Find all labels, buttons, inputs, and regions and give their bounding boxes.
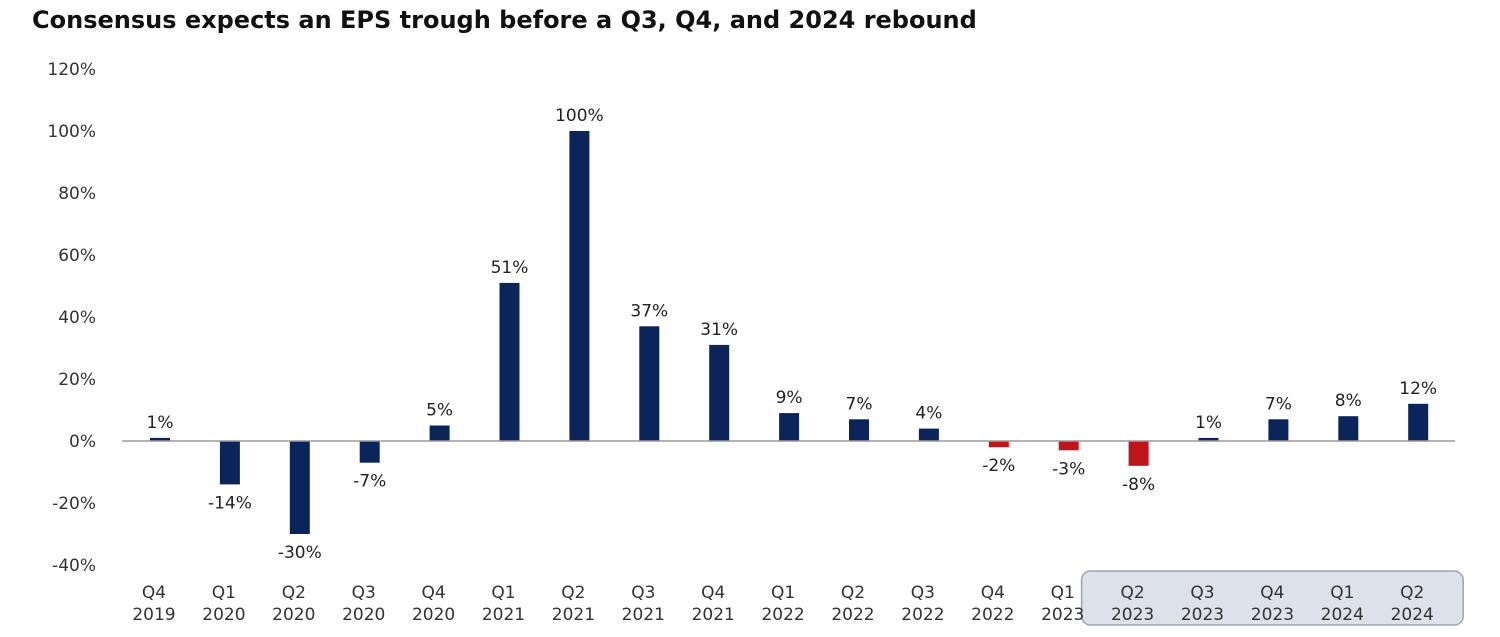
bar bbox=[1338, 416, 1359, 441]
x-tick-label-quarter: Q3 bbox=[352, 583, 376, 603]
y-tick-label: 0% bbox=[69, 432, 96, 452]
bar bbox=[499, 282, 520, 441]
bar bbox=[289, 441, 310, 534]
bar bbox=[918, 428, 939, 441]
x-tick-label-quarter: Q1 bbox=[212, 583, 236, 603]
data-label: -8% bbox=[1122, 475, 1155, 495]
x-tick-label-quarter: Q1 bbox=[491, 583, 515, 603]
x-tick-label-quarter: Q4 bbox=[701, 583, 725, 603]
x-tick-label-year: 2021 bbox=[692, 605, 735, 625]
x-tick-label-year: 2021 bbox=[482, 605, 525, 625]
x-tick-label-year: 2020 bbox=[272, 605, 315, 625]
bar bbox=[219, 441, 240, 485]
x-tick-label-year: 2024 bbox=[1391, 605, 1434, 625]
x-tick-label-year: 2020 bbox=[342, 605, 385, 625]
data-label: 1% bbox=[147, 413, 174, 433]
x-tick-label-quarter: Q4 bbox=[421, 583, 445, 603]
bar bbox=[429, 425, 450, 441]
x-tick-label-quarter: Q4 bbox=[981, 583, 1005, 603]
x-tick-label-year: 2021 bbox=[552, 605, 595, 625]
x-tick-label-quarter: Q3 bbox=[911, 583, 935, 603]
data-label: 12% bbox=[1399, 379, 1437, 399]
data-label: -2% bbox=[982, 456, 1015, 476]
x-tick-label-quarter: Q2 bbox=[1400, 583, 1424, 603]
x-tick-label-quarter: Q4 bbox=[1260, 583, 1284, 603]
data-label: -14% bbox=[208, 493, 252, 513]
data-label: 37% bbox=[630, 301, 668, 321]
x-tick-label-year: 2022 bbox=[971, 605, 1014, 625]
bar bbox=[709, 344, 730, 441]
bar bbox=[779, 413, 800, 441]
chart-title: Consensus expects an EPS trough before a… bbox=[32, 6, 977, 34]
x-tick-label-quarter: Q3 bbox=[631, 583, 655, 603]
bar bbox=[359, 441, 380, 463]
x-tick-label-quarter: Q2 bbox=[282, 583, 306, 603]
x-tick-label-year: 2023 bbox=[1181, 605, 1224, 625]
x-tick-label-year: 2022 bbox=[761, 605, 804, 625]
data-label: 4% bbox=[915, 404, 942, 424]
bar bbox=[1058, 441, 1079, 451]
bar bbox=[1198, 437, 1219, 441]
x-tick-label-year: 2023 bbox=[1111, 605, 1154, 625]
x-tick-label-quarter: Q1 bbox=[771, 583, 795, 603]
data-label: 5% bbox=[426, 401, 453, 421]
data-label: 8% bbox=[1335, 391, 1362, 411]
x-tick-label-year: 2020 bbox=[412, 605, 455, 625]
bar bbox=[1408, 403, 1429, 441]
x-tick-label-quarter: Q3 bbox=[1190, 583, 1214, 603]
data-label: -3% bbox=[1052, 459, 1085, 479]
forecast-highlight-box bbox=[1080, 570, 1464, 626]
y-tick-label: 120% bbox=[47, 60, 96, 80]
bar bbox=[569, 131, 590, 441]
data-label: 7% bbox=[1265, 394, 1292, 414]
y-tick-label: -40% bbox=[52, 556, 96, 576]
y-tick-label: 80% bbox=[58, 184, 96, 204]
x-tick-label-quarter: Q2 bbox=[841, 583, 865, 603]
y-tick-label: 40% bbox=[58, 308, 96, 328]
x-tick-label-quarter: Q1 bbox=[1051, 583, 1075, 603]
y-tick-label: 20% bbox=[58, 370, 96, 390]
data-label: 31% bbox=[700, 320, 738, 340]
data-label: -30% bbox=[278, 543, 322, 563]
bar bbox=[988, 441, 1009, 448]
x-tick-label-year: 2023 bbox=[1041, 605, 1084, 625]
data-label: 7% bbox=[846, 394, 873, 414]
bar bbox=[1128, 441, 1149, 466]
data-label: 51% bbox=[491, 258, 529, 278]
x-tick-label-year: 2024 bbox=[1321, 605, 1364, 625]
y-tick-label: -20% bbox=[52, 494, 96, 514]
y-tick-label: 100% bbox=[47, 122, 96, 142]
data-label: 100% bbox=[555, 106, 604, 126]
x-tick-label-quarter: Q1 bbox=[1330, 583, 1354, 603]
x-tick-label-year: 2020 bbox=[202, 605, 245, 625]
x-tick-label-year: 2019 bbox=[132, 605, 175, 625]
bar bbox=[150, 437, 170, 441]
x-tick-label-quarter: Q2 bbox=[1120, 583, 1144, 603]
y-tick-label: 60% bbox=[58, 246, 96, 266]
x-tick-label-year: 2022 bbox=[901, 605, 944, 625]
x-tick-label-year: 2022 bbox=[831, 605, 874, 625]
x-tick-label-year: 2023 bbox=[1251, 605, 1294, 625]
x-tick-label-year: 2021 bbox=[622, 605, 665, 625]
bar bbox=[1268, 419, 1289, 441]
data-label: -7% bbox=[353, 472, 386, 492]
x-tick-label-quarter: Q4 bbox=[142, 583, 166, 603]
data-label: 9% bbox=[776, 388, 803, 408]
bar bbox=[849, 419, 869, 441]
data-label: 1% bbox=[1195, 413, 1222, 433]
x-tick-label-quarter: Q2 bbox=[561, 583, 585, 603]
bar bbox=[639, 326, 660, 441]
